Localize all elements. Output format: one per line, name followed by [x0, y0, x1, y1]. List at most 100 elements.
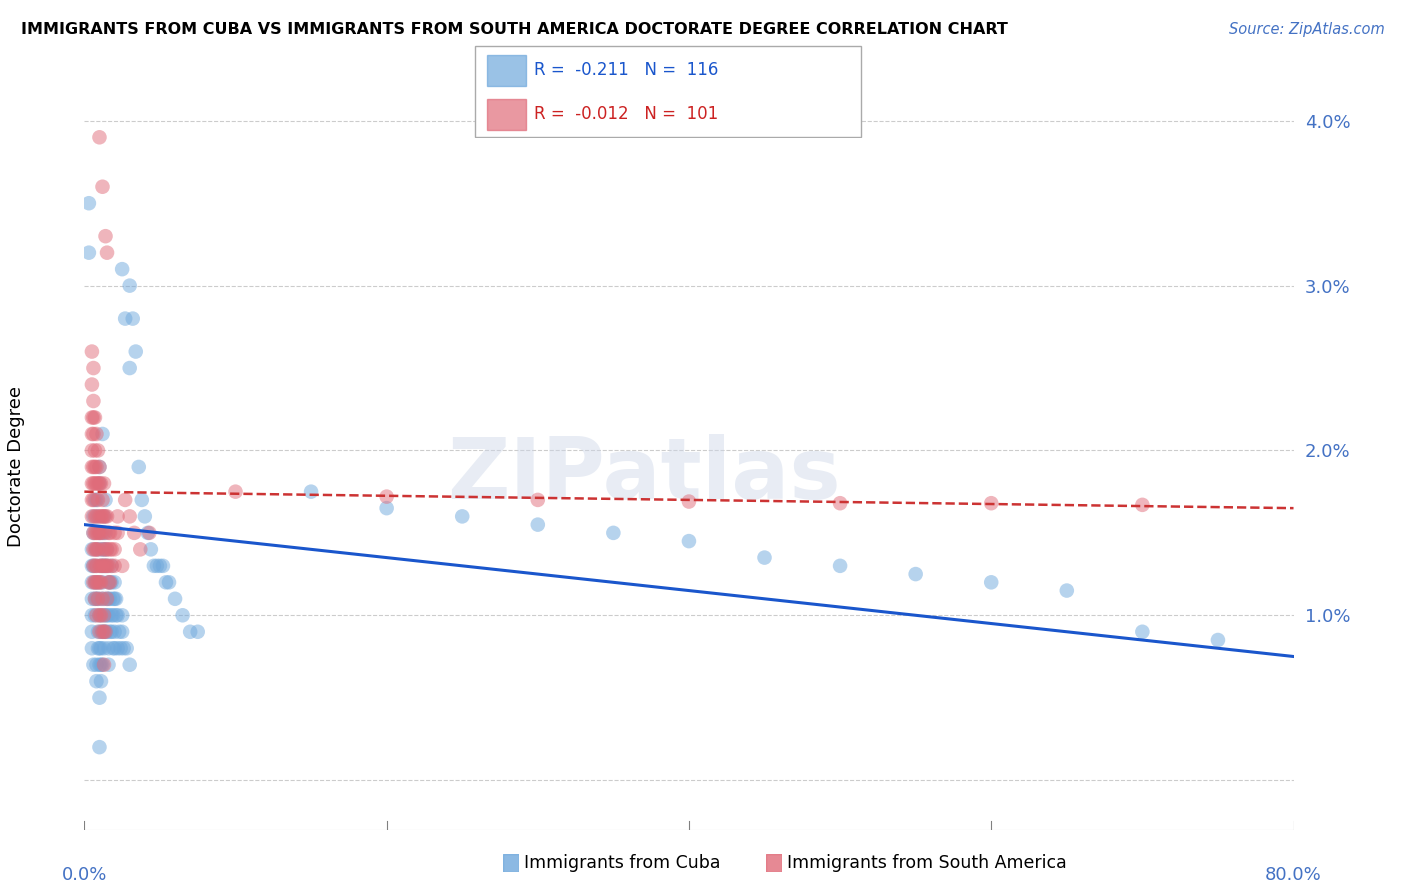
Point — [94, 624, 117, 639]
Point — [80, 459, 103, 474]
Point — [89, 690, 111, 705]
Point — [82, 361, 104, 376]
Point — [678, 494, 700, 508]
Point — [86, 427, 108, 442]
Point — [107, 525, 129, 540]
Point — [94, 492, 117, 507]
Point — [91, 542, 114, 557]
Point — [90, 509, 112, 524]
Point — [89, 740, 111, 755]
Point — [89, 130, 111, 145]
Point — [980, 496, 1002, 510]
Point — [104, 525, 127, 540]
Point — [89, 525, 111, 540]
Point — [80, 591, 103, 606]
Point — [138, 525, 160, 540]
Point — [101, 591, 124, 606]
Text: Immigrants from Cuba: Immigrants from Cuba — [524, 855, 721, 872]
Point — [90, 558, 112, 573]
Point — [98, 542, 121, 557]
Point — [90, 558, 112, 573]
Point — [89, 509, 111, 524]
Point — [91, 492, 114, 507]
Point — [107, 509, 129, 524]
Point — [89, 542, 111, 557]
Point — [91, 657, 114, 672]
Point — [122, 525, 145, 540]
Text: Source: ZipAtlas.com: Source: ZipAtlas.com — [1229, 22, 1385, 37]
Point — [754, 550, 776, 565]
Point — [86, 476, 108, 491]
Bar — [486, 55, 526, 86]
Point — [121, 311, 143, 326]
Point — [112, 641, 135, 656]
Point — [1206, 633, 1229, 648]
Point — [299, 484, 322, 499]
Point — [104, 641, 127, 656]
Point — [118, 657, 141, 672]
Point — [94, 542, 117, 557]
Point — [451, 509, 474, 524]
Text: ZIPatlas: ZIPatlas — [447, 434, 841, 516]
Text: 0.0%: 0.0% — [62, 866, 107, 884]
Point — [89, 641, 111, 656]
Point — [80, 575, 103, 590]
Point — [104, 542, 127, 557]
Point — [97, 657, 120, 672]
Point — [93, 624, 115, 639]
Point — [93, 558, 115, 573]
Point — [114, 311, 136, 326]
Point — [830, 558, 852, 573]
Point — [157, 575, 180, 590]
Point — [90, 624, 112, 639]
Point — [165, 591, 187, 606]
Point — [89, 476, 111, 491]
Point — [91, 624, 114, 639]
Point — [94, 624, 117, 639]
Point — [98, 525, 121, 540]
Point — [82, 410, 104, 425]
Point — [80, 624, 103, 639]
FancyBboxPatch shape — [475, 45, 860, 137]
Point — [84, 410, 107, 425]
Point — [91, 525, 114, 540]
Point — [96, 591, 118, 606]
Point — [89, 459, 111, 474]
Point — [87, 591, 110, 606]
Point — [86, 459, 108, 474]
Point — [89, 459, 111, 474]
Point — [118, 509, 141, 524]
Point — [94, 608, 117, 623]
Point — [96, 542, 118, 557]
Point — [98, 575, 121, 590]
Point — [82, 542, 104, 557]
Point — [80, 410, 103, 425]
Point — [77, 196, 100, 211]
Point — [84, 443, 107, 458]
Point — [136, 525, 159, 540]
Point — [107, 608, 129, 623]
Point — [375, 501, 398, 516]
Point — [87, 476, 110, 491]
Point — [93, 608, 115, 623]
Point — [86, 558, 108, 573]
Point — [80, 542, 103, 557]
Point — [100, 624, 122, 639]
Point — [80, 476, 103, 491]
Point — [94, 558, 117, 573]
Point — [98, 575, 121, 590]
Point — [225, 484, 247, 499]
Point — [86, 492, 108, 507]
Point — [91, 558, 114, 573]
Point — [90, 575, 112, 590]
Point — [179, 624, 201, 639]
Point — [96, 608, 118, 623]
Point — [93, 542, 115, 557]
Point — [84, 542, 107, 557]
Point — [91, 558, 114, 573]
Point — [149, 558, 172, 573]
Point — [134, 509, 156, 524]
Point — [84, 608, 107, 623]
Point — [118, 278, 141, 293]
Point — [93, 624, 115, 639]
